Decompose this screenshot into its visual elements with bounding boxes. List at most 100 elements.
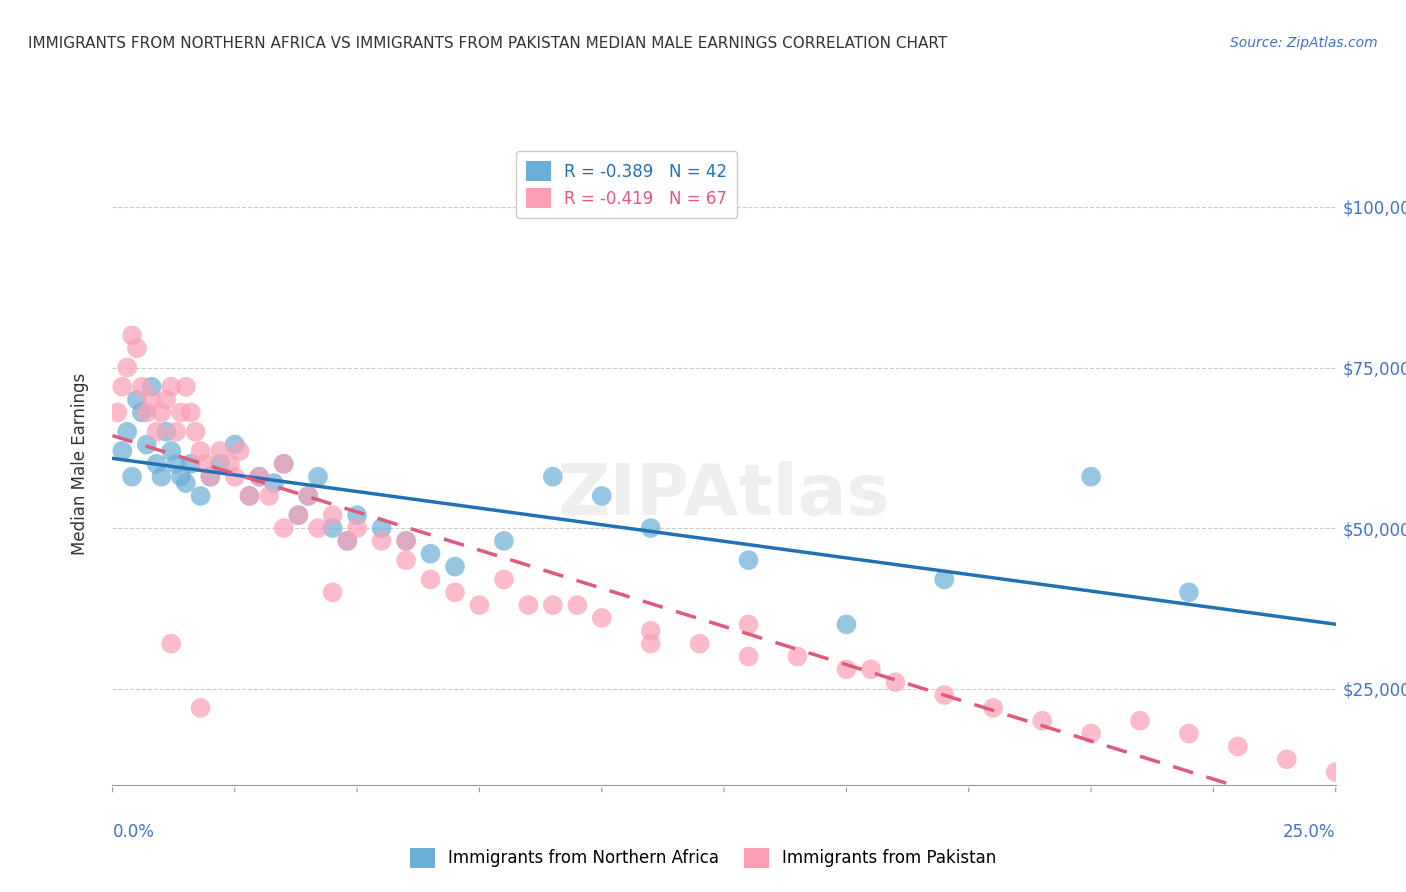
Point xyxy=(346,521,368,535)
Text: 0.0%: 0.0% xyxy=(112,823,155,841)
Point xyxy=(219,457,242,471)
Point xyxy=(370,521,392,535)
Point xyxy=(859,662,882,676)
Point xyxy=(336,533,359,548)
Point xyxy=(297,489,319,503)
Point xyxy=(737,553,759,567)
Point xyxy=(224,437,246,451)
Point xyxy=(934,573,956,587)
Point xyxy=(307,469,329,483)
Point xyxy=(419,547,441,561)
Point xyxy=(689,637,711,651)
Point xyxy=(105,405,128,419)
Point xyxy=(395,533,418,548)
Point xyxy=(247,469,270,483)
Point xyxy=(419,573,441,587)
Point xyxy=(170,405,193,419)
Point xyxy=(121,328,143,343)
Point xyxy=(165,425,187,439)
Point xyxy=(150,469,173,483)
Point xyxy=(131,380,153,394)
Point xyxy=(180,405,202,419)
Point xyxy=(1031,714,1053,728)
Point xyxy=(517,598,540,612)
Point xyxy=(228,444,250,458)
Point xyxy=(1080,469,1102,483)
Point xyxy=(190,701,212,715)
Point xyxy=(884,675,907,690)
Point xyxy=(835,617,858,632)
Point xyxy=(155,425,177,439)
Point xyxy=(209,444,232,458)
Point xyxy=(336,533,359,548)
Point xyxy=(165,457,187,471)
Point xyxy=(835,662,858,676)
Point xyxy=(287,508,309,523)
Point xyxy=(160,380,183,394)
Point xyxy=(200,469,222,483)
Point xyxy=(591,611,613,625)
Point xyxy=(1129,714,1152,728)
Point xyxy=(238,489,260,503)
Point xyxy=(115,425,138,439)
Point xyxy=(737,617,759,632)
Point xyxy=(160,637,183,651)
Point xyxy=(200,469,222,483)
Point xyxy=(346,508,368,523)
Point xyxy=(125,392,148,407)
Point xyxy=(1275,752,1298,766)
Point xyxy=(1178,726,1201,740)
Legend: R = -0.389   N = 42, R = -0.419   N = 67: R = -0.389 N = 42, R = -0.419 N = 67 xyxy=(516,151,737,219)
Point xyxy=(1080,726,1102,740)
Point xyxy=(160,444,183,458)
Point xyxy=(145,425,167,439)
Legend: Immigrants from Northern Africa, Immigrants from Pakistan: Immigrants from Northern Africa, Immigra… xyxy=(404,841,1002,875)
Point xyxy=(591,489,613,503)
Text: 25.0%: 25.0% xyxy=(1284,823,1336,841)
Point xyxy=(1178,585,1201,599)
Point xyxy=(492,573,515,587)
Point xyxy=(141,392,163,407)
Point xyxy=(541,598,564,612)
Point xyxy=(111,380,134,394)
Point xyxy=(287,508,309,523)
Y-axis label: Median Male Earnings: Median Male Earnings xyxy=(70,373,89,555)
Point xyxy=(174,476,197,491)
Point xyxy=(273,457,295,471)
Point xyxy=(135,437,157,451)
Point xyxy=(174,380,197,394)
Point xyxy=(125,341,148,355)
Point xyxy=(322,521,344,535)
Point xyxy=(170,469,193,483)
Point xyxy=(273,457,295,471)
Point xyxy=(150,405,173,419)
Point xyxy=(1324,765,1347,780)
Point xyxy=(640,637,662,651)
Point xyxy=(395,553,418,567)
Point xyxy=(190,489,212,503)
Text: Source: ZipAtlas.com: Source: ZipAtlas.com xyxy=(1230,36,1378,50)
Point xyxy=(567,598,589,612)
Point xyxy=(934,688,956,702)
Point xyxy=(155,392,177,407)
Point xyxy=(209,457,232,471)
Point xyxy=(444,559,467,574)
Point xyxy=(395,533,418,548)
Point xyxy=(238,489,260,503)
Point xyxy=(370,533,392,548)
Point xyxy=(111,444,134,458)
Point xyxy=(141,380,163,394)
Text: IMMIGRANTS FROM NORTHERN AFRICA VS IMMIGRANTS FROM PAKISTAN MEDIAN MALE EARNINGS: IMMIGRANTS FROM NORTHERN AFRICA VS IMMIG… xyxy=(28,36,948,51)
Point xyxy=(492,533,515,548)
Point xyxy=(247,469,270,483)
Text: ZIPAtlas: ZIPAtlas xyxy=(558,461,890,531)
Point xyxy=(981,701,1004,715)
Point xyxy=(307,521,329,535)
Point xyxy=(541,469,564,483)
Point xyxy=(273,521,295,535)
Point xyxy=(194,457,217,471)
Point xyxy=(135,405,157,419)
Point xyxy=(115,360,138,375)
Point xyxy=(468,598,491,612)
Point xyxy=(145,457,167,471)
